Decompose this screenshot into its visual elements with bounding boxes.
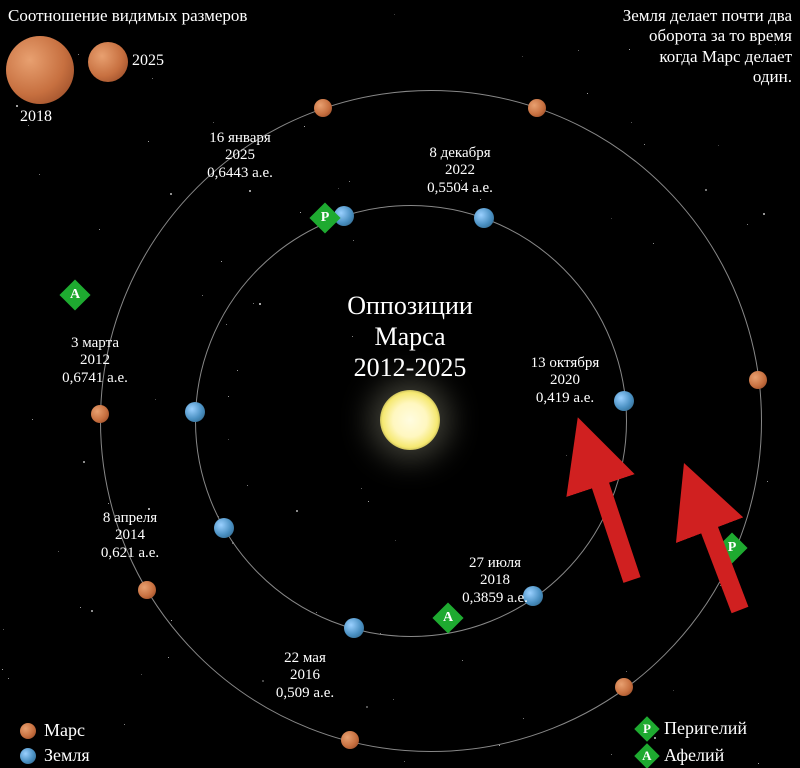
- earth-position: [214, 518, 234, 538]
- legend-marker-P: PПеригелий: [638, 718, 747, 739]
- opposition-label: 8 декабря 2022 0,5504 a.e.: [400, 145, 520, 197]
- topright-text: Земля делает почти два оборота за то вре…: [623, 6, 792, 88]
- size-compare-mars-2025: [88, 42, 128, 82]
- perihelion-marker: P: [309, 202, 340, 233]
- size-compare-mars-2018: [6, 36, 74, 104]
- opposition-label: 16 января 2025 0,6443 a.e.: [180, 130, 300, 182]
- mars-position: [138, 581, 156, 599]
- topleft-heading: Соотношение видимых размеров: [8, 6, 247, 26]
- mars-position: [314, 99, 332, 117]
- opposition-label: 22 мая 2016 0,509 a.e.: [245, 650, 365, 702]
- mars-position: [341, 731, 359, 749]
- mars-position: [749, 371, 767, 389]
- aphelion-marker: A: [59, 279, 90, 310]
- sun: [380, 390, 440, 450]
- opposition-label: 13 октября 2020 0,419 a.e.: [505, 355, 625, 407]
- legend-planet-earth: Земля: [20, 745, 90, 766]
- perihelion-marker: P: [716, 532, 747, 563]
- legend-planet-mars: Марс: [20, 720, 85, 741]
- center-title: Оппозиции Марса 2012-2025: [290, 290, 530, 384]
- opposition-label: 3 марта 2012 0,6741 a.e.: [35, 335, 155, 387]
- earth-position: [474, 208, 494, 228]
- earth-position: [344, 618, 364, 638]
- aphelion-marker: A: [432, 602, 463, 633]
- size-compare-label: 2018: [20, 108, 52, 126]
- legend-marker-A: AАфелий: [638, 745, 724, 766]
- orbit-diagram: Оппозиции Марса 2012-2025 Соотношение вид…: [0, 0, 800, 768]
- opposition-label: 27 июля 2018 0,3859 a.e.: [435, 555, 555, 607]
- opposition-label: 8 апреля 2014 0,621 a.e.: [70, 510, 190, 562]
- size-compare-label: 2025: [132, 52, 164, 70]
- mars-position: [615, 678, 633, 696]
